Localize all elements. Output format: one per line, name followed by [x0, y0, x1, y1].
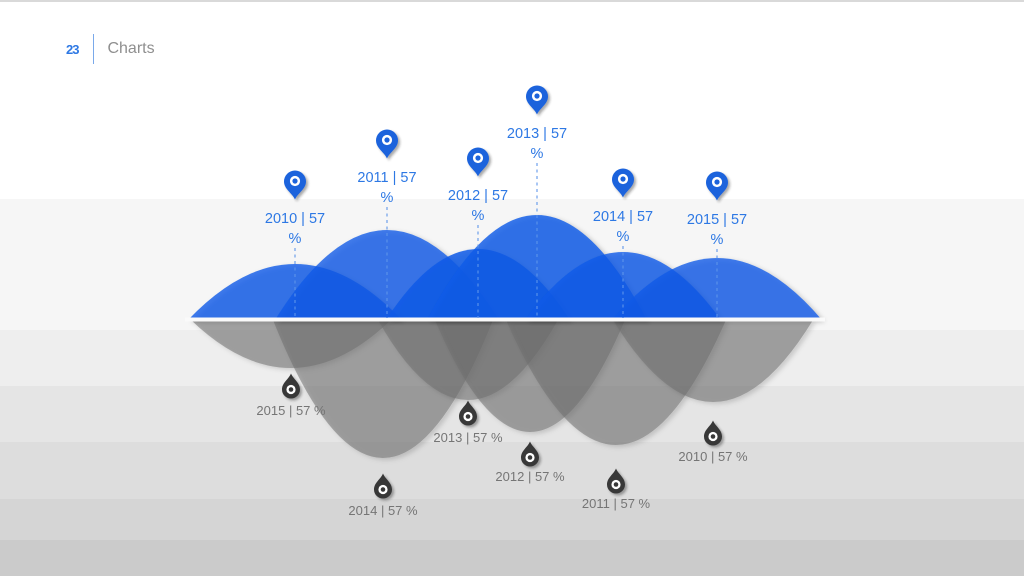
mountain-group	[188, 215, 822, 320]
map-pin-icon-2011	[376, 129, 398, 159]
page-number: 23	[66, 41, 80, 57]
baseline	[185, 317, 825, 322]
map-pin-icon-2015	[706, 171, 728, 201]
slide-header: 23 Charts	[66, 34, 155, 64]
drop-pin-icon-2014	[374, 473, 392, 499]
drop-pin-icon-2011	[607, 468, 625, 494]
reflection-group	[191, 320, 813, 458]
drop-pin-icon-2010	[704, 420, 722, 446]
map-pin-icon-2013	[526, 85, 548, 115]
map-pin-icon-2014	[612, 168, 634, 198]
header-divider	[93, 34, 95, 64]
drop-pin-icon-2012	[521, 441, 539, 467]
map-pin-icon-2010	[284, 170, 306, 200]
page-title: Charts	[107, 40, 155, 57]
drop-pin-icon-2015	[282, 373, 300, 399]
map-pin-icon-2012	[467, 147, 489, 177]
drop-pin-icon-2013	[459, 400, 477, 426]
reflection-area-2010	[613, 320, 813, 402]
